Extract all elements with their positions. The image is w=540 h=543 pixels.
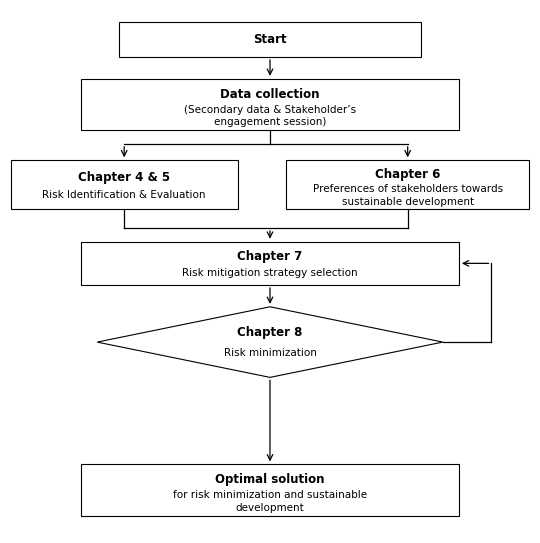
Polygon shape bbox=[97, 307, 443, 377]
Bar bbox=[286, 160, 529, 209]
Text: Chapter 8: Chapter 8 bbox=[237, 326, 303, 339]
Text: Risk Identification & Evaluation: Risk Identification & Evaluation bbox=[43, 191, 206, 200]
Text: Risk mitigation strategy selection: Risk mitigation strategy selection bbox=[182, 268, 358, 278]
Text: Chapter 6: Chapter 6 bbox=[375, 168, 441, 181]
Bar bbox=[11, 160, 238, 209]
Text: Chapter 7: Chapter 7 bbox=[238, 250, 302, 263]
Text: Preferences of stakeholders towards
sustainable development: Preferences of stakeholders towards sust… bbox=[313, 184, 503, 206]
Bar bbox=[81, 242, 459, 285]
Bar bbox=[81, 464, 459, 516]
Bar bbox=[81, 79, 459, 130]
Text: Risk minimization: Risk minimization bbox=[224, 348, 316, 358]
Text: Data collection: Data collection bbox=[220, 88, 320, 100]
Text: Chapter 4 & 5: Chapter 4 & 5 bbox=[78, 171, 170, 184]
Text: Start: Start bbox=[253, 33, 287, 46]
Bar bbox=[119, 22, 421, 57]
Text: (Secondary data & Stakeholder’s
engagement session): (Secondary data & Stakeholder’s engageme… bbox=[184, 105, 356, 127]
Text: for risk minimization and sustainable
development: for risk minimization and sustainable de… bbox=[173, 490, 367, 513]
Text: Optimal solution: Optimal solution bbox=[215, 473, 325, 486]
